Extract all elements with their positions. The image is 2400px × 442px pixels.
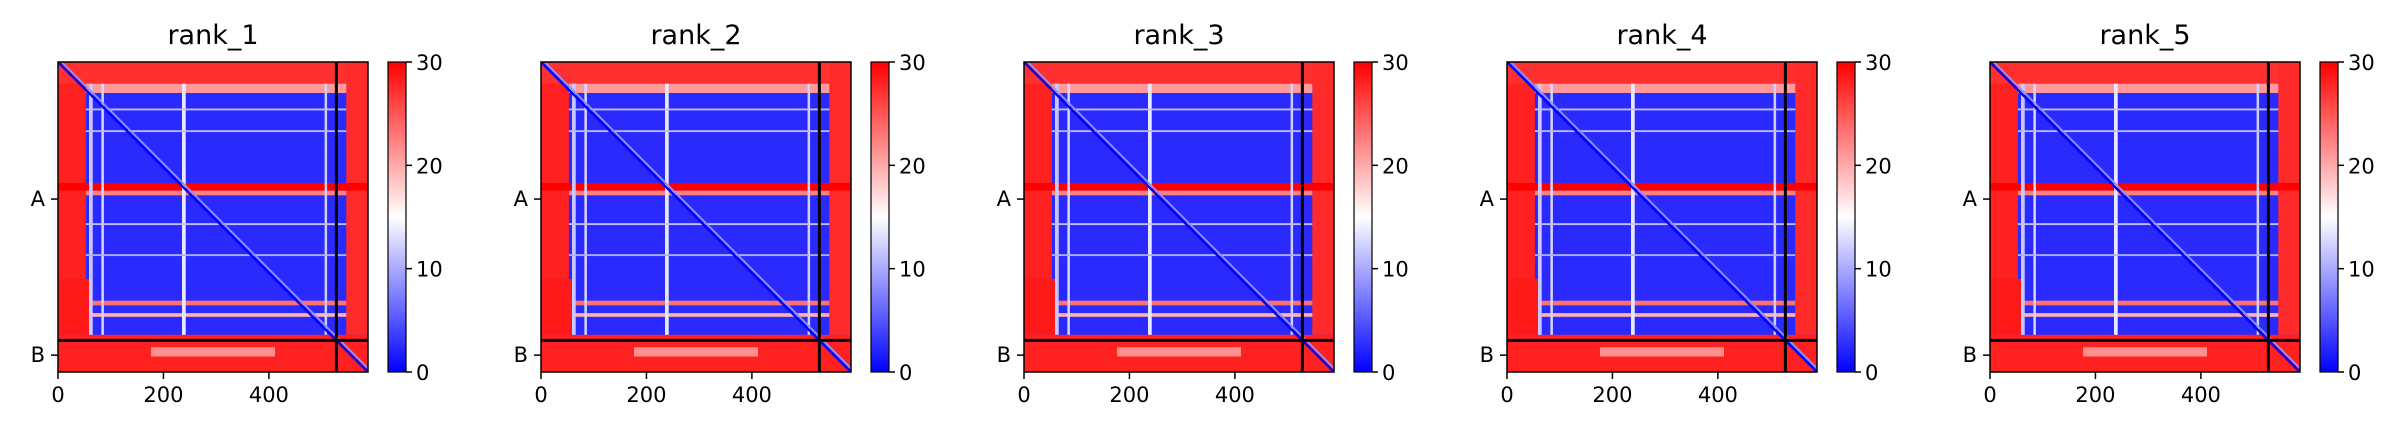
chain-label: B bbox=[1480, 343, 1494, 367]
x-tick-label: 400 bbox=[2181, 383, 2221, 407]
x-tick-label: 0 bbox=[1983, 383, 1996, 407]
colorbar-tick-label: 20 bbox=[416, 154, 443, 178]
colorbar-tick-label: 10 bbox=[1382, 258, 1409, 282]
heatmap-frame bbox=[1506, 61, 1818, 373]
x-tick-label: 200 bbox=[626, 383, 666, 407]
colorbar-tick-label: 0 bbox=[1382, 361, 1395, 385]
x-tick-label: 0 bbox=[51, 383, 64, 407]
colorbar-tick-label: 20 bbox=[899, 154, 926, 178]
colorbar-tick-label: 20 bbox=[1382, 154, 1409, 178]
heatmap-image bbox=[541, 62, 851, 372]
chain-label: B bbox=[997, 343, 1011, 367]
chain-label: B bbox=[514, 343, 528, 367]
x-tick-label: 200 bbox=[1109, 383, 1149, 407]
x-tick-label: 400 bbox=[249, 383, 289, 407]
x-tick-label: 400 bbox=[1698, 383, 1738, 407]
colorbar-tick-label: 30 bbox=[2348, 51, 2375, 75]
x-tick-label: 0 bbox=[534, 383, 547, 407]
x-tick-label: 200 bbox=[143, 383, 183, 407]
chain-label: B bbox=[1963, 343, 1977, 367]
colorbar-tick-label: 10 bbox=[899, 258, 926, 282]
panel-title: rank_1 bbox=[167, 20, 258, 51]
colorbar-tick-label: 30 bbox=[1865, 51, 1892, 75]
heatmap-frame bbox=[1989, 61, 2301, 373]
panel-title: rank_2 bbox=[650, 20, 741, 51]
panel-title: rank_5 bbox=[2099, 20, 2190, 51]
colorbar-tick-label: 20 bbox=[2348, 154, 2375, 178]
x-tick-label: 200 bbox=[1592, 383, 1632, 407]
x-tick-label: 0 bbox=[1500, 383, 1513, 407]
colorbar bbox=[2319, 61, 2339, 373]
heatmap-image bbox=[1024, 62, 1334, 372]
colorbar-tick-label: 30 bbox=[899, 51, 926, 75]
colorbar bbox=[1836, 61, 1856, 373]
heatmap-image bbox=[58, 62, 368, 372]
colorbar-tick-label: 0 bbox=[1865, 361, 1878, 385]
x-tick-label: 400 bbox=[732, 383, 772, 407]
chain-label: B bbox=[31, 343, 45, 367]
colorbar-tick-label: 0 bbox=[2348, 361, 2361, 385]
chain-label: A bbox=[997, 187, 1012, 211]
x-tick-label: 400 bbox=[1215, 383, 1255, 407]
x-tick-label: 200 bbox=[2075, 383, 2115, 407]
heatmap-frame bbox=[540, 61, 852, 373]
colorbar bbox=[870, 61, 890, 373]
x-tick-label: 0 bbox=[1017, 383, 1030, 407]
chain-label: A bbox=[1480, 187, 1495, 211]
colorbar bbox=[387, 61, 407, 373]
panel-title: rank_3 bbox=[1133, 20, 1224, 51]
chain-label: A bbox=[514, 187, 529, 211]
colorbar-tick-label: 30 bbox=[416, 51, 443, 75]
chain-label: A bbox=[31, 187, 46, 211]
chain-label: A bbox=[1963, 187, 1978, 211]
heatmap-image bbox=[1507, 62, 1817, 372]
colorbar-tick-label: 30 bbox=[1382, 51, 1409, 75]
heatmap-frame bbox=[57, 61, 369, 373]
panel-title: rank_4 bbox=[1616, 20, 1707, 51]
colorbar bbox=[1353, 61, 1373, 373]
colorbar-tick-label: 20 bbox=[1865, 154, 1892, 178]
colorbar-tick-label: 10 bbox=[2348, 258, 2375, 282]
heatmap-frame bbox=[1023, 61, 1335, 373]
colorbar-tick-label: 10 bbox=[1865, 258, 1892, 282]
colorbar-tick-label: 0 bbox=[416, 361, 429, 385]
heatmap-image bbox=[1990, 62, 2300, 372]
colorbar-tick-label: 0 bbox=[899, 361, 912, 385]
colorbar-tick-label: 10 bbox=[416, 258, 443, 282]
